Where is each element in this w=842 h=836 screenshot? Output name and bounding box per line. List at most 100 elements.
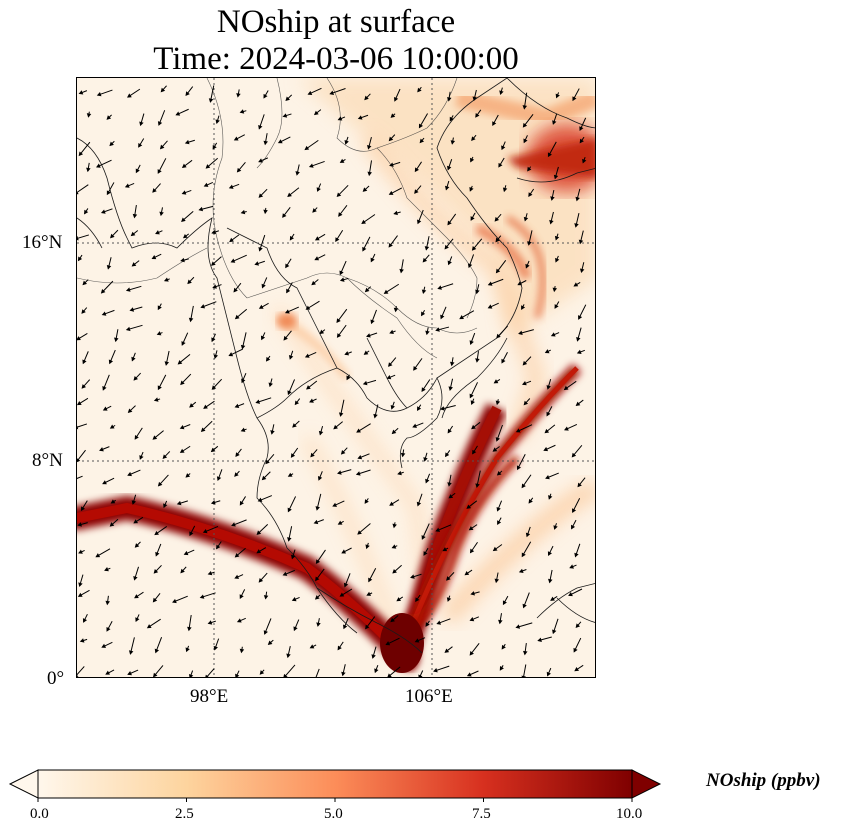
wind-arrow-head xyxy=(100,289,106,294)
wind-arrow-head xyxy=(343,624,348,630)
wind-arrow-head xyxy=(155,551,160,557)
wind-arrow xyxy=(523,664,527,677)
coastlines xyxy=(77,78,595,654)
wind-arrow-head xyxy=(336,333,342,338)
wind-arrow-head xyxy=(433,668,438,673)
wind-arrow-head xyxy=(475,289,480,295)
wind-arrow-head xyxy=(157,385,162,391)
wind-arrow-head xyxy=(125,287,131,292)
wind-arrow-head xyxy=(138,142,143,148)
wind-arrow-head xyxy=(492,546,498,552)
wind-arrow-head xyxy=(181,190,187,195)
wind-arrow-head xyxy=(291,597,297,602)
wind-arrow-head xyxy=(444,244,449,250)
wind-arrow-head xyxy=(110,499,116,504)
wind-arrow-head xyxy=(575,196,580,202)
gridlines xyxy=(77,78,595,677)
wind-arrow-head xyxy=(77,458,81,463)
wind-arrow-head xyxy=(139,455,144,460)
wind-arrow-head xyxy=(125,326,131,332)
wind-arrow-head xyxy=(571,452,577,458)
wind-arrow-head xyxy=(267,640,273,645)
wind-arrow-head xyxy=(235,673,240,677)
wind-arrow-head xyxy=(421,289,427,295)
wind-arrow-head xyxy=(181,217,186,222)
wind-arrow-head xyxy=(234,574,240,579)
wind-arrow-head xyxy=(315,576,320,582)
wind-arrow-head xyxy=(339,158,345,163)
wind-arrow-head xyxy=(234,472,239,477)
wind-arrow-head xyxy=(78,582,83,587)
wind-arrow-head xyxy=(78,90,84,95)
wind-arrow-head xyxy=(344,139,349,145)
wind-arrow-head xyxy=(234,553,240,558)
wind-arrow-head xyxy=(110,233,115,239)
wind-arrow-head xyxy=(552,120,557,125)
wind-arrow-head xyxy=(423,551,428,556)
wind-arrow-head xyxy=(521,305,526,310)
wind-arrow-head xyxy=(159,144,165,150)
wind-arrow-head xyxy=(544,349,550,354)
wind-arrow-head xyxy=(466,504,472,509)
wind-arrow-head xyxy=(106,626,111,632)
wind-arrow-head xyxy=(77,336,81,341)
wind-arrow-head xyxy=(553,525,558,530)
wind-arrow-head xyxy=(475,483,480,488)
wind-arrow-head xyxy=(339,277,345,282)
wind-arrow-head xyxy=(337,645,342,651)
concentration-field xyxy=(77,78,595,673)
wind-arrow-head xyxy=(436,620,442,625)
wind-arrow-head xyxy=(207,570,213,576)
wind-arrow-head xyxy=(521,552,526,558)
wind-arrow-head xyxy=(337,116,343,121)
wind-arrow-head xyxy=(198,206,204,212)
wind-arrow-head xyxy=(522,360,528,366)
wind-arrow-head xyxy=(576,349,582,354)
wind-arrow-head xyxy=(263,595,269,600)
wind-arrow-head xyxy=(287,472,293,477)
wind-arrow-head xyxy=(569,564,574,569)
wind-arrow-head xyxy=(555,257,560,263)
wind-arrow-head xyxy=(448,386,453,391)
wind-arrow-head xyxy=(362,246,367,252)
wind-arrow-head xyxy=(435,327,440,332)
wind-arrow-head xyxy=(527,241,532,246)
wind-arrow-head xyxy=(346,375,351,381)
wind-arrow-head xyxy=(469,340,474,346)
wind-arrow-head xyxy=(389,162,394,167)
wind-arrow-head xyxy=(108,359,114,365)
wind-arrow-head xyxy=(523,216,529,222)
wind-arrow-head xyxy=(132,213,138,219)
wind-arrow-head xyxy=(522,122,528,128)
wind-arrow-head xyxy=(313,110,319,116)
wind-arrow-head xyxy=(305,305,311,310)
wind-arrow-head xyxy=(291,554,296,560)
wind-arrow-head xyxy=(282,571,288,576)
y-tick-8n: 8°N xyxy=(32,450,63,471)
wind-arrow-head xyxy=(260,335,266,341)
wind-arrow-head xyxy=(527,166,532,172)
title-line-1: NOship at surface xyxy=(216,4,456,40)
wind-arrow-head xyxy=(449,116,454,122)
colorbar-tick-2: 5.0 xyxy=(324,806,343,822)
wind-arrow-head xyxy=(495,268,501,274)
wind-arrow-head xyxy=(364,95,369,101)
wind-arrow-head xyxy=(422,257,428,263)
wind-arrow-head xyxy=(577,482,582,488)
wind-arrow-head xyxy=(82,359,87,365)
wind-arrow-head xyxy=(263,630,268,635)
wind-arrow-head xyxy=(550,596,555,601)
wind-arrow-head xyxy=(496,333,501,339)
wind-arrow-head xyxy=(101,311,107,316)
wind-arrow-head xyxy=(182,233,188,239)
wind-arrow-head xyxy=(445,185,450,191)
wind-arrow-head xyxy=(164,361,170,366)
wind-arrow-head xyxy=(393,210,398,216)
wind-arrow-head xyxy=(215,119,220,125)
wind-arrow-head xyxy=(517,281,523,286)
wind-arrow-head xyxy=(156,331,162,336)
wind-arrow-head xyxy=(157,169,162,174)
wind-arrow-head xyxy=(499,665,504,671)
wind-arrow-head xyxy=(365,624,370,630)
wind-arrow-head xyxy=(522,603,527,609)
